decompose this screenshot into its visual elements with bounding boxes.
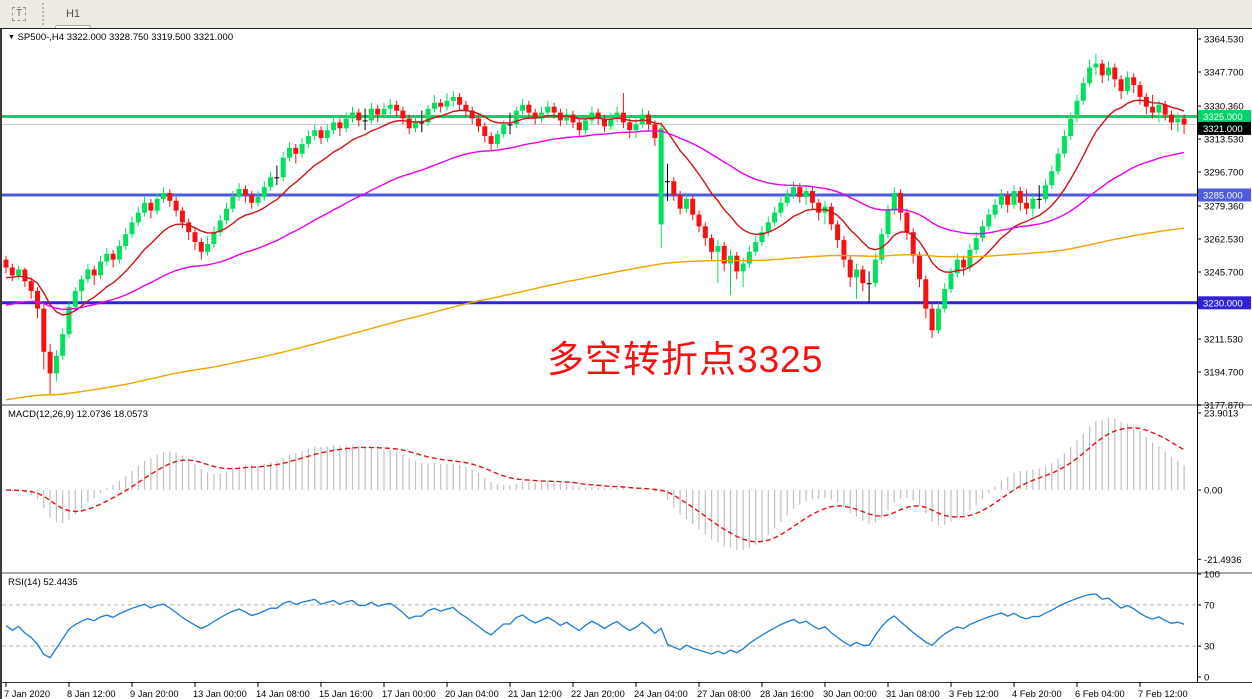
svg-text:3347.700: 3347.700 bbox=[1204, 68, 1244, 79]
ma-mid-magenta bbox=[5, 130, 1185, 311]
text-label-tool-button[interactable]: T bbox=[1, 3, 37, 25]
svg-text:0: 0 bbox=[1204, 673, 1209, 684]
svg-text:27 Jan 08:00: 27 Jan 08:00 bbox=[697, 689, 751, 699]
svg-text:3279.360: 3279.360 bbox=[1204, 202, 1244, 213]
svg-text:6 Feb 04:00: 6 Feb 04:00 bbox=[1075, 689, 1125, 699]
svg-text:30: 30 bbox=[1204, 642, 1215, 653]
svg-text:21 Jan 12:00: 21 Jan 12:00 bbox=[508, 689, 562, 699]
svg-text:28 Jan 16:00: 28 Jan 16:00 bbox=[760, 689, 814, 699]
ma-slow-orange bbox=[5, 227, 1185, 401]
toolbar: AT❖▾ M1M5M15M30H1H4D1W1MN bbox=[0, 0, 1252, 108]
svg-text:3177.870: 3177.870 bbox=[1204, 401, 1244, 412]
svg-text:0.00: 0.00 bbox=[1204, 486, 1223, 497]
annotation-text[interactable]: 多空转折点3325 bbox=[547, 339, 824, 380]
svg-text:3313.530: 3313.530 bbox=[1204, 135, 1244, 146]
svg-text:20 Jan 04:00: 20 Jan 04:00 bbox=[445, 689, 499, 699]
candles-layer[interactable] bbox=[3, 53, 1187, 395]
svg-text:3194.700: 3194.700 bbox=[1204, 368, 1244, 379]
svg-text:4 Feb 20:00: 4 Feb 20:00 bbox=[1012, 689, 1062, 699]
time-axis[interactable]: 7 Jan 2020 8 Jan 12:00 9 Jan 20:00 13 Jan 0… bbox=[4, 682, 1188, 699]
svg-text:-21.4936: -21.4936 bbox=[1204, 555, 1242, 566]
price-axis[interactable]: 3364.530 3347.700 3330.360 3313.530 3296.700… bbox=[1197, 35, 1251, 412]
svg-text:13 Jan 00:00: 13 Jan 00:00 bbox=[193, 689, 247, 699]
svg-text:3330.360: 3330.360 bbox=[1204, 102, 1244, 113]
pane-divider[interactable] bbox=[2, 572, 1252, 574]
svg-text:3 Feb 12:00: 3 Feb 12:00 bbox=[949, 689, 999, 699]
toolbar-separator bbox=[42, 3, 50, 25]
svg-text:3364.530: 3364.530 bbox=[1204, 35, 1244, 46]
svg-text:8 Jan 12:00: 8 Jan 12:00 bbox=[67, 689, 116, 699]
svg-text:7 Jan 2020: 7 Jan 2020 bbox=[4, 689, 50, 699]
svg-text:15 Jan 16:00: 15 Jan 16:00 bbox=[319, 689, 373, 699]
svg-text:30 Jan 00:00: 30 Jan 00:00 bbox=[823, 689, 877, 699]
chart-legend[interactable]: ▼ SP500-,H4 3322.000 3328.750 3319.500 3… bbox=[8, 32, 233, 43]
legend-text: SP500-,H4 3322.000 3328.750 3319.500 332… bbox=[17, 32, 234, 43]
rsi-pane[interactable]: 100 70 30 0 bbox=[2, 570, 1220, 684]
svg-text:7 Feb 12:00: 7 Feb 12:00 bbox=[1138, 689, 1188, 699]
svg-text:3296.700: 3296.700 bbox=[1204, 168, 1244, 179]
svg-text:3211.530: 3211.530 bbox=[1204, 335, 1243, 346]
svg-text:22 Jan 20:00: 22 Jan 20:00 bbox=[571, 689, 625, 699]
symbol-dropdown-icon[interactable]: ▼ bbox=[8, 34, 15, 41]
chart-window[interactable]: 3364.530 3347.700 3330.360 3313.530 3296.700… bbox=[0, 28, 1252, 699]
timeframe-h1-button[interactable]: H1 bbox=[65, 8, 81, 20]
svg-text:3285.000: 3285.000 bbox=[1203, 191, 1243, 202]
pane-divider[interactable] bbox=[2, 404, 1252, 406]
svg-text:23.9013: 23.9013 bbox=[1204, 409, 1238, 420]
rsi-line bbox=[5, 593, 1185, 659]
svg-text:100: 100 bbox=[1204, 570, 1220, 581]
svg-text:9 Jan 20:00: 9 Jan 20:00 bbox=[130, 689, 179, 699]
svg-text:24 Jan 04:00: 24 Jan 04:00 bbox=[634, 689, 688, 699]
ma-fast-red bbox=[5, 99, 1185, 316]
rsi-indicator-label: RSI(14) 52.4435 bbox=[8, 577, 78, 588]
svg-text:14 Jan 08:00: 14 Jan 08:00 bbox=[256, 689, 310, 699]
chart-canvas[interactable]: 3364.530 3347.700 3330.360 3313.530 3296.700… bbox=[2, 29, 1252, 699]
macd-pane[interactable]: 23.9013 0.00 -21.4936 bbox=[5, 409, 1242, 566]
svg-text:70: 70 bbox=[1204, 600, 1215, 611]
svg-text:3230.000: 3230.000 bbox=[1203, 298, 1243, 309]
svg-text:3262.530: 3262.530 bbox=[1204, 235, 1244, 246]
svg-text:3245.700: 3245.700 bbox=[1204, 268, 1244, 279]
svg-text:31 Jan 08:00: 31 Jan 08:00 bbox=[886, 689, 940, 699]
svg-text:3325.000: 3325.000 bbox=[1203, 112, 1243, 123]
svg-text:17 Jan 00:00: 17 Jan 00:00 bbox=[382, 689, 436, 699]
macd-indicator-label: MACD(12,26,9) 12.0736 18.0573 bbox=[8, 409, 148, 420]
svg-text:3321.000: 3321.000 bbox=[1203, 124, 1243, 135]
